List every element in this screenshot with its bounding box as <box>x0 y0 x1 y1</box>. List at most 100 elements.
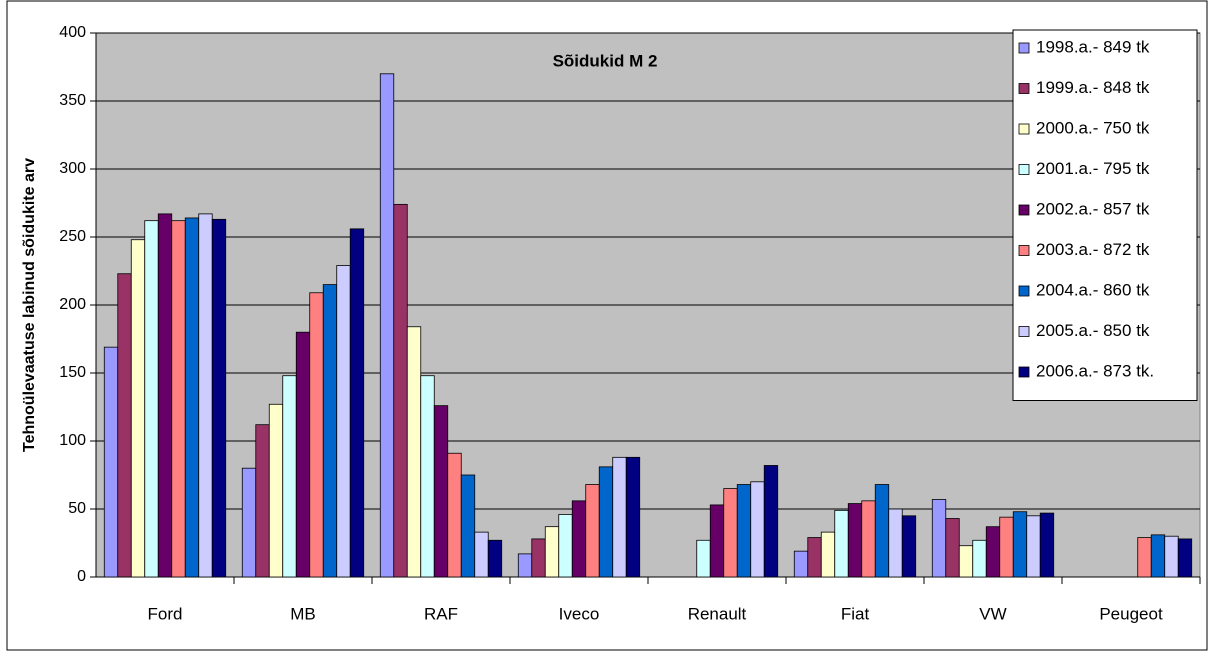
legend-swatch <box>1018 245 1030 256</box>
bar <box>487 539 503 578</box>
bar <box>144 220 159 578</box>
bar <box>474 531 489 578</box>
bar <box>460 474 476 578</box>
legend-swatch <box>1018 285 1030 297</box>
legend-label: 2003.a.- 872 tk <box>1036 240 1150 259</box>
bar <box>309 292 324 578</box>
bar <box>282 375 297 578</box>
bar <box>861 500 876 578</box>
bar <box>598 466 614 578</box>
legend-label: 2000.a.- 750 tk <box>1036 118 1150 137</box>
bar <box>184 217 200 578</box>
bar <box>544 526 560 578</box>
legend-swatch <box>1018 42 1030 54</box>
bar <box>723 488 738 578</box>
bar <box>255 424 270 578</box>
bar <box>1012 511 1028 578</box>
legend-label: 2005.a.- 850 tk <box>1036 321 1150 340</box>
bar <box>985 526 1001 578</box>
bar <box>157 213 173 578</box>
bar <box>585 484 600 578</box>
legend-label: 1999.a.- 848 tk <box>1036 78 1150 97</box>
bar <box>322 284 338 578</box>
bar <box>558 514 573 578</box>
bar <box>1150 534 1166 578</box>
bar <box>420 375 435 578</box>
bar <box>972 539 987 578</box>
bar <box>295 331 311 578</box>
bar <box>696 539 711 578</box>
x-tick-label: VW <box>979 604 1006 623</box>
chart-title: Sõidukid M 2 <box>553 51 658 70</box>
bar <box>1137 537 1152 578</box>
bar <box>406 326 422 578</box>
x-tick-label: Renault <box>688 604 747 623</box>
bar <box>847 503 863 578</box>
bar <box>709 504 725 578</box>
bar <box>750 481 765 578</box>
x-tick-label: RAF <box>424 604 458 623</box>
y-tick-label: 100 <box>59 432 86 449</box>
bar <box>571 500 587 578</box>
bar <box>517 553 533 578</box>
y-tick-label: 400 <box>59 24 86 41</box>
legend-label: 1998.a.- 849 tk <box>1036 37 1150 56</box>
y-tick-label: 300 <box>59 160 86 177</box>
bar <box>198 213 213 578</box>
x-tick-label: MB <box>290 604 316 623</box>
bar <box>820 531 836 578</box>
legend-label: 2004.a.- 860 tk <box>1036 280 1150 299</box>
bar <box>130 239 146 578</box>
bar <box>625 456 641 578</box>
x-tick-label: Peugeot <box>1099 604 1163 623</box>
legend-swatch <box>1018 164 1030 175</box>
bar <box>171 220 186 578</box>
bar <box>349 228 365 578</box>
bar <box>268 403 284 578</box>
bar <box>1164 535 1179 578</box>
y-axis-label: Tehnoülevaatuse labinud sõidukite arv <box>21 158 38 452</box>
x-tick-label: Ford <box>148 604 183 623</box>
x-tick-label: Iveco <box>559 604 600 623</box>
legend-swatch <box>1018 204 1030 216</box>
y-tick-label: 350 <box>59 92 86 109</box>
legend-label: 2001.a.- 795 tk <box>1036 159 1150 178</box>
bar <box>901 515 917 578</box>
bar <box>211 218 227 578</box>
bar <box>531 538 546 578</box>
bar <box>874 484 890 578</box>
legend-swatch <box>1018 326 1030 337</box>
bar <box>336 265 351 578</box>
legend-box <box>1012 29 1198 401</box>
bar <box>958 545 974 578</box>
legend-swatch <box>1018 83 1030 94</box>
bar <box>834 509 849 578</box>
bar <box>888 508 903 578</box>
bar <box>612 456 627 578</box>
legend-label: 2002.a.- 857 tk <box>1036 199 1150 218</box>
x-tick-label: Fiat <box>841 604 870 623</box>
legend-swatch <box>1018 366 1030 378</box>
y-tick-label: 0 <box>77 568 86 585</box>
bar <box>999 516 1014 578</box>
bar <box>736 484 752 578</box>
y-tick-label: 50 <box>68 500 86 517</box>
bar <box>1026 515 1041 578</box>
y-tick-label: 250 <box>59 228 86 245</box>
legend-label: 2006.a.- 873 tk. <box>1036 361 1154 380</box>
bar <box>1039 512 1055 578</box>
bar <box>931 499 947 578</box>
bar <box>393 203 408 578</box>
bar <box>241 467 257 578</box>
y-tick-label: 200 <box>59 296 86 313</box>
bar <box>117 273 132 578</box>
bar <box>763 465 779 578</box>
bar <box>1177 538 1193 578</box>
bar <box>103 346 119 578</box>
bar <box>379 73 395 578</box>
bar <box>433 405 449 578</box>
y-tick-label: 150 <box>59 364 86 381</box>
bar <box>447 452 462 578</box>
bar <box>945 518 960 578</box>
